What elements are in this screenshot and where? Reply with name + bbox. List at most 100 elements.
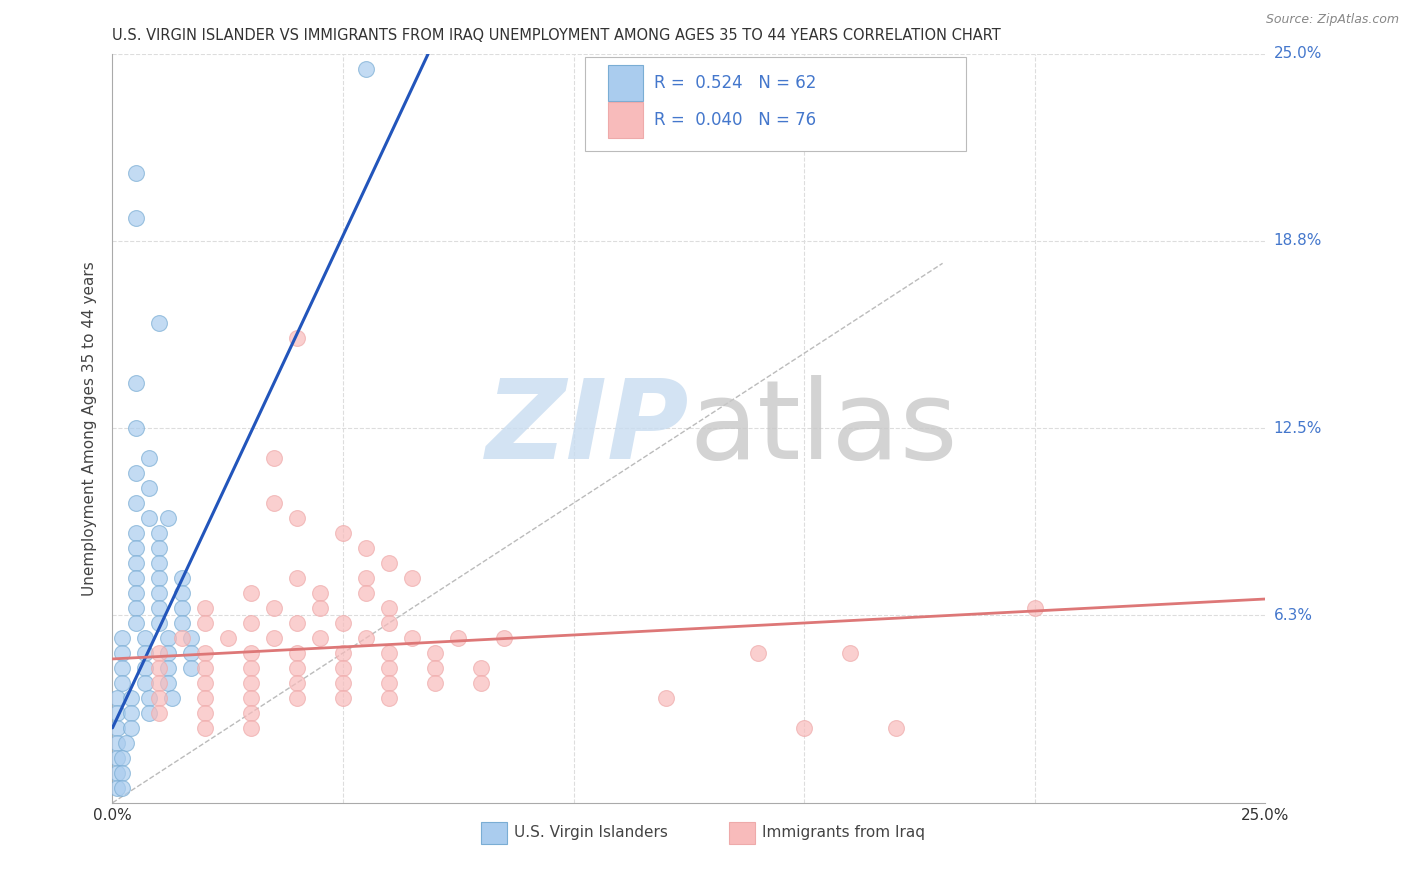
Point — [148, 706, 170, 720]
Text: 25.0%: 25.0% — [1274, 46, 1322, 61]
Point — [309, 586, 332, 600]
Text: 12.5%: 12.5% — [1274, 421, 1322, 435]
Point — [111, 765, 134, 780]
Text: 6.3%: 6.3% — [1274, 608, 1313, 623]
Point — [239, 690, 262, 705]
Point — [239, 646, 262, 660]
Point — [194, 646, 217, 660]
Point — [285, 615, 308, 630]
Point — [194, 676, 217, 690]
Point — [124, 571, 146, 585]
Point — [134, 631, 156, 645]
Bar — [481, 822, 506, 844]
Point — [309, 631, 332, 645]
Point — [148, 601, 170, 615]
Point — [354, 571, 377, 585]
Point — [180, 631, 202, 645]
Point — [217, 631, 239, 645]
Point — [148, 646, 170, 660]
Point — [239, 586, 262, 600]
Point — [332, 646, 354, 660]
Point — [156, 631, 179, 645]
Point — [105, 765, 128, 780]
Point — [378, 661, 401, 675]
Bar — [730, 822, 755, 844]
Text: R =  0.040   N = 76: R = 0.040 N = 76 — [654, 112, 817, 129]
Point — [124, 615, 146, 630]
Point — [194, 690, 217, 705]
Point — [747, 646, 769, 660]
Bar — [609, 103, 643, 138]
Point — [354, 62, 377, 76]
Point — [156, 511, 179, 525]
Point — [494, 631, 516, 645]
Point — [194, 615, 217, 630]
Text: U.S. Virgin Islanders: U.S. Virgin Islanders — [513, 825, 668, 840]
Point — [124, 166, 146, 180]
Point — [239, 706, 262, 720]
Point — [263, 601, 285, 615]
Point — [194, 661, 217, 675]
Point — [148, 690, 170, 705]
Point — [115, 736, 138, 750]
Point — [332, 676, 354, 690]
Point — [148, 661, 170, 675]
Point — [111, 646, 134, 660]
Point — [470, 661, 492, 675]
Point — [111, 631, 134, 645]
Point — [124, 376, 146, 391]
Point — [148, 556, 170, 570]
Point — [239, 676, 262, 690]
Point — [263, 451, 285, 466]
Point — [839, 646, 862, 660]
Point — [134, 661, 156, 675]
Point — [285, 676, 308, 690]
Point — [148, 541, 170, 555]
Y-axis label: Unemployment Among Ages 35 to 44 years: Unemployment Among Ages 35 to 44 years — [82, 260, 97, 596]
Point — [105, 736, 128, 750]
Point — [378, 646, 401, 660]
Point — [120, 706, 142, 720]
Point — [425, 676, 447, 690]
FancyBboxPatch shape — [585, 57, 966, 151]
Text: Immigrants from Iraq: Immigrants from Iraq — [762, 825, 925, 840]
Point — [124, 526, 146, 541]
Text: R =  0.524   N = 62: R = 0.524 N = 62 — [654, 74, 817, 92]
Point — [105, 751, 128, 765]
Point — [124, 601, 146, 615]
Point — [156, 646, 179, 660]
Point — [239, 721, 262, 735]
Point — [655, 690, 678, 705]
Point — [886, 721, 908, 735]
Point — [138, 690, 160, 705]
Point — [138, 481, 160, 495]
Point — [285, 646, 308, 660]
Point — [401, 571, 423, 585]
Point — [285, 331, 308, 345]
Point — [138, 706, 160, 720]
Point — [354, 586, 377, 600]
Point — [170, 631, 193, 645]
Point — [138, 451, 160, 466]
Bar — [609, 65, 643, 101]
Point — [138, 511, 160, 525]
Point — [180, 646, 202, 660]
Text: 18.8%: 18.8% — [1274, 234, 1322, 248]
Point — [170, 615, 193, 630]
Point — [162, 690, 184, 705]
Point — [180, 661, 202, 675]
Point — [105, 721, 128, 735]
Point — [285, 511, 308, 525]
Point — [148, 586, 170, 600]
Point — [263, 496, 285, 510]
Point — [285, 571, 308, 585]
Point — [425, 646, 447, 660]
Point — [239, 661, 262, 675]
Point — [148, 571, 170, 585]
Point — [148, 615, 170, 630]
Point — [378, 615, 401, 630]
Text: ZIP: ZIP — [485, 375, 689, 482]
Point — [134, 646, 156, 660]
Point — [124, 466, 146, 480]
Point — [285, 661, 308, 675]
